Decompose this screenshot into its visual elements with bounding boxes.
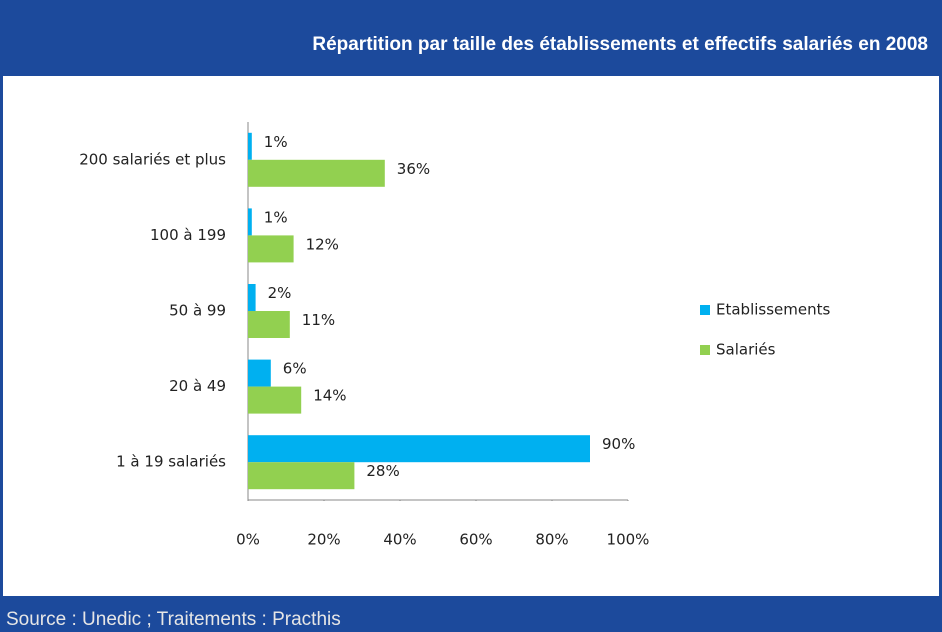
data-label: 6%: [283, 360, 307, 378]
bar: [248, 159, 385, 187]
data-label: 90%: [602, 435, 635, 453]
y-tick-label: 1 à 19 salariés: [116, 453, 226, 471]
footer: Source : Unedic ; Traitements : Practhis: [0, 596, 942, 632]
bar: [248, 386, 302, 414]
bar: [248, 462, 355, 490]
title-bar: Répartition par taille des établissement…: [0, 0, 942, 76]
border: [939, 76, 942, 596]
data-label: 28%: [366, 462, 399, 480]
data-label: 36%: [397, 160, 430, 178]
bar: [248, 359, 271, 387]
data-label: 1%: [264, 133, 288, 151]
bar: [248, 284, 256, 311]
data-label: 11%: [302, 311, 335, 329]
legend-swatch: [700, 305, 710, 315]
bar: [248, 235, 294, 263]
data-label: 12%: [306, 235, 339, 253]
data-label: 1%: [264, 208, 288, 226]
x-tick-label: 40%: [383, 531, 416, 549]
y-tick-label: 100 à 199: [150, 226, 226, 244]
legend-swatch: [700, 345, 710, 355]
data-label: 2%: [268, 284, 292, 302]
title: Répartition par taille des établissement…: [312, 34, 928, 55]
x-tick-label: 80%: [535, 531, 568, 549]
bar: [248, 311, 290, 338]
source: Source : Unedic ; Traitements : Practhis: [6, 609, 341, 630]
x-tick-label: 100%: [607, 531, 650, 549]
y-tick-label: 200 salariés et plus: [79, 150, 226, 168]
x-tick-label: 60%: [459, 531, 492, 549]
x-tick-label: 0%: [236, 531, 260, 549]
x-tick-label: 20%: [307, 531, 340, 549]
data-label: 14%: [313, 387, 346, 405]
y-tick-label: 50 à 99: [169, 302, 226, 320]
legend-label: Salariés: [716, 341, 776, 359]
legend-label: Etablissements: [716, 301, 830, 319]
bar: [248, 132, 252, 160]
bar: [248, 435, 590, 463]
bar: [248, 208, 252, 236]
y-tick-label: 20 à 49: [169, 377, 226, 395]
border: [0, 76, 3, 596]
